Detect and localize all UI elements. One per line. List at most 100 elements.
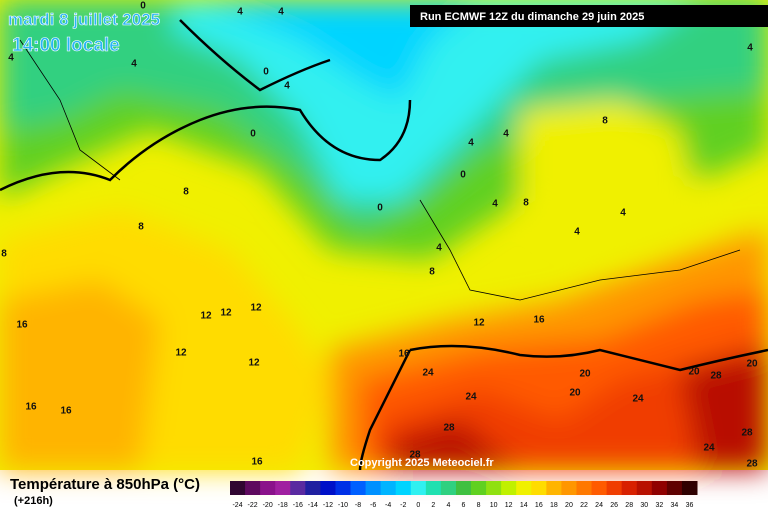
contour-label: 24 (422, 368, 434, 379)
color-swatch (636, 481, 653, 495)
contour-label: 16 (60, 406, 72, 417)
contour-label: 28 (710, 371, 722, 382)
colorbar-label: 30 (640, 502, 648, 509)
color-swatch (275, 481, 291, 495)
legend-lead: (+216h) (14, 495, 53, 507)
color-swatch (290, 481, 306, 495)
color-swatch (681, 481, 698, 495)
colorbar-label: -8 (355, 502, 361, 509)
color-swatch (335, 481, 352, 495)
contour-label: 4 (131, 59, 137, 70)
colorbar-label: -6 (370, 502, 376, 509)
colorbar-label: 32 (655, 502, 663, 509)
colorbar-label: 8 (477, 502, 481, 509)
contour-label: 12 (250, 303, 262, 314)
run-banner (410, 5, 768, 27)
contour-label: 12 (248, 358, 260, 369)
colorbar-label: -22 (248, 502, 258, 509)
contour-label: 20 (569, 388, 581, 399)
run-info: Run ECMWF 12Z du dimanche 29 juin 2025 (420, 11, 644, 23)
contour-label: 8 (183, 187, 189, 198)
contour-label: 20 (579, 369, 591, 380)
color-swatch (350, 481, 367, 495)
colorbar-label: 34 (671, 502, 679, 509)
color-swatch (516, 481, 532, 495)
color-swatch (365, 481, 382, 495)
contour-label: 16 (251, 457, 263, 468)
contours (0, 19, 768, 471)
colorbar-label: 0 (416, 502, 420, 509)
color-swatch (471, 481, 487, 495)
color-swatch (260, 481, 276, 495)
contour-label: 4 (278, 7, 284, 18)
contour-label: 4 (468, 138, 474, 149)
contour-label: 0 (140, 1, 146, 12)
contour-label: 4 (620, 208, 626, 219)
contour-label: 4 (747, 43, 753, 54)
contour-label: 0 (250, 129, 256, 140)
contour-label: 16 (16, 320, 28, 331)
contour-label: 20 (688, 367, 700, 378)
colorbar-label: -14 (308, 502, 318, 509)
colorbar-label: -24 (232, 502, 242, 509)
contour-label: 8 (1, 249, 7, 260)
color-swatch (245, 481, 261, 495)
colorbar-label: -10 (338, 502, 348, 509)
color-swatch (380, 481, 397, 495)
color-swatch (320, 481, 336, 495)
colorbar-label: 36 (686, 502, 694, 509)
contour-label: 12 (220, 308, 232, 319)
contour-label: 4 (284, 81, 290, 92)
contour-label: 24 (703, 443, 715, 454)
contour-label: 8 (523, 198, 529, 209)
color-swatch (606, 481, 623, 495)
contour-label: 0 (263, 67, 269, 78)
colorbar-label: 16 (535, 502, 543, 509)
contour-label: 4 (503, 129, 509, 140)
contour-label: 4 (8, 53, 14, 64)
contour-label: 8 (138, 222, 144, 233)
color-swatch (651, 481, 668, 495)
colorbar-label: -18 (278, 502, 288, 509)
color-swatch (230, 481, 246, 495)
contour-label: 16 (25, 402, 37, 413)
color-swatch (455, 481, 472, 495)
temperature-field (0, 0, 768, 470)
contour-label: 28 (409, 450, 421, 461)
color-swatch (425, 481, 442, 495)
colorbar: -24 -22 -20 -18 -16 -14 -12 -10 -8 -6 -4 -2 0 2 4 6 8 10 1… (230, 481, 698, 509)
contour-label: 24 (632, 394, 644, 405)
colorbar-label: -16 (293, 502, 303, 509)
contour-label: 12 (175, 348, 187, 359)
contour-label: 12 (473, 318, 485, 329)
color-swatch (395, 481, 412, 495)
contour-label: 4 (574, 227, 580, 238)
contour-label: 4 (436, 243, 442, 254)
contour-labels: 0 4 4 4 4 4 0 4 0 8 4 4 0 8 4 8 0 8 4 4 4 8 8 12 12 12 12 16 12 16 16 1… (1, 1, 758, 470)
color-swatch (531, 481, 547, 495)
color-swatch (666, 481, 683, 495)
colorbar-label: 14 (520, 502, 528, 509)
contour-label: 12 (200, 311, 212, 322)
copyright: Copyright 2025 Meteociel.fr (350, 457, 494, 469)
contour-label: 8 (602, 116, 608, 127)
contour-label: 28 (746, 459, 758, 470)
contour-label: 0 (377, 203, 383, 214)
contour-label: 0 (460, 170, 466, 181)
contour-label: 20 (746, 359, 758, 370)
contour-label: 28 (443, 423, 455, 434)
colorbar-label: 4 (446, 502, 450, 509)
colorbar-label: 24 (595, 502, 603, 509)
colorbar-label: 22 (580, 502, 588, 509)
colorbar-label: 28 (625, 502, 633, 509)
colorbar-label: 26 (610, 502, 618, 509)
colorbar-label: 20 (565, 502, 573, 509)
contour-label: 24 (465, 392, 477, 403)
colorbar-label: 2 (431, 502, 435, 509)
color-swatch (576, 481, 593, 495)
contour-label: 4 (492, 199, 498, 210)
colorbar-label: -12 (323, 502, 333, 509)
color-swatch (501, 481, 517, 495)
color-swatch (486, 481, 502, 495)
